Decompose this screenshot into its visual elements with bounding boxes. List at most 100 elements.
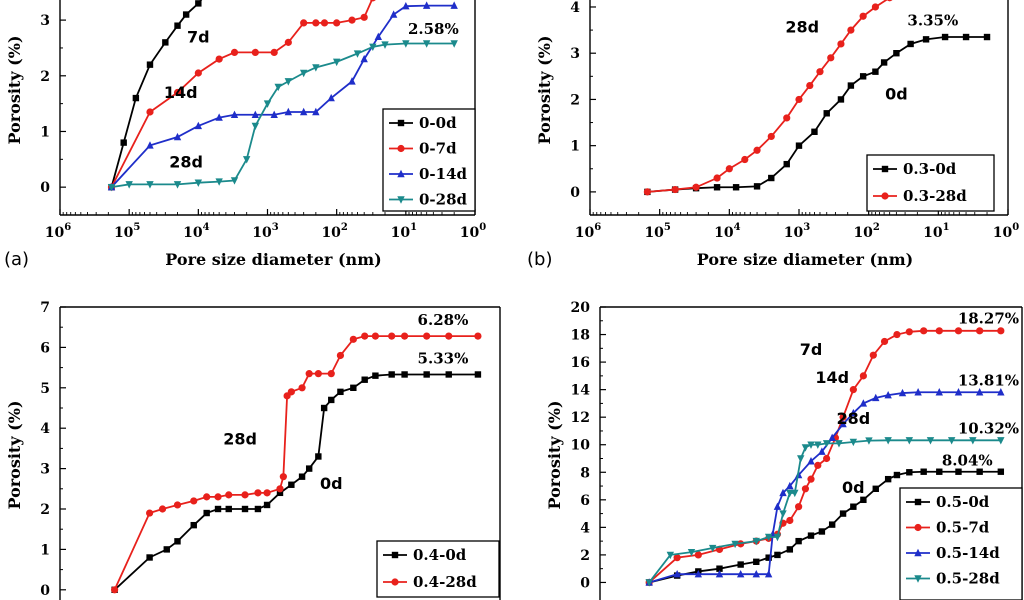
data-point-0.4-28d	[203, 493, 211, 501]
data-point-0.3-28d	[827, 54, 835, 62]
y-tick-label: 20	[571, 300, 591, 316]
legend: 0.5-0d 0.5-7d 0.5-14d 0.5-28d	[899, 487, 1023, 600]
data-point-0.4-28d	[305, 370, 313, 378]
x-tick-label: 105	[114, 222, 140, 241]
data-point-0.3-28d	[741, 155, 749, 164]
data-point-0.4-0d	[423, 371, 430, 378]
data-point-0.5-7d	[801, 485, 810, 493]
data-point-0.5-0d	[860, 496, 867, 504]
data-point-0.5-0d	[753, 558, 760, 565]
plot-area	[107, 0, 458, 192]
x-tick-label: 102	[321, 222, 347, 241]
data-point-0.3-0d	[859, 73, 867, 80]
data-point-0.5-7d	[976, 327, 984, 335]
annotation-label: 8.04%	[942, 451, 993, 469]
x-tick-label: 101	[923, 222, 949, 241]
data-point-0.5-28d	[865, 437, 873, 445]
annotation-label: 0d	[842, 478, 865, 497]
data-point-0.5-7d	[814, 461, 822, 469]
y-axis-title: Porosity (%)	[545, 400, 564, 509]
x-tick-label: 104	[714, 222, 740, 241]
x-tick-label: 101	[391, 222, 417, 241]
data-point-0.5-7d	[905, 328, 913, 336]
data-point-0-7d	[320, 19, 329, 27]
data-point-0-14d	[348, 77, 356, 85]
x-tick-label: 104	[183, 222, 209, 241]
data-point-0.4-28d	[287, 388, 295, 396]
data-point-0.5-14d	[773, 502, 782, 510]
y-tick-label: 6	[580, 493, 590, 509]
data-point-0-0d	[120, 139, 127, 146]
data-point-0.5-28d	[791, 489, 799, 498]
data-point-0.4-0d	[163, 546, 170, 553]
y-tick-label: 14	[571, 383, 591, 399]
data-point-0.3-0d	[753, 183, 761, 190]
y-tick-label: 3	[40, 462, 50, 478]
legend-marker	[391, 551, 399, 559]
data-point-0-28d	[173, 181, 182, 189]
y-axis-title: Porosity (%)	[5, 400, 24, 509]
y-tick-label: 0	[570, 185, 580, 201]
data-point-0-28d	[381, 41, 389, 49]
data-point-0.4-0d	[474, 371, 482, 378]
annotation-label: 6.28%	[418, 311, 469, 329]
x-tick-label: 100	[993, 222, 1019, 241]
data-point-0-0d	[132, 94, 140, 102]
data-point-0.5-0d	[955, 468, 962, 475]
data-point-0.4-28d	[225, 491, 233, 499]
data-point-0.3-28d	[816, 68, 824, 76]
data-point-0-7d	[333, 19, 341, 27]
data-point-0.5-7d	[795, 503, 803, 511]
x-axis-title: Pore size diameter (nm)	[697, 250, 913, 269]
data-point-0.5-7d	[997, 327, 1005, 335]
data-point-0-28d	[353, 50, 362, 58]
data-point-0.5-14d	[898, 388, 907, 397]
data-point-0.5-28d	[947, 437, 956, 445]
data-point-0-28d	[332, 58, 341, 67]
data-point-0.3-28d	[767, 132, 775, 141]
data-point-0.5-7d	[880, 337, 889, 346]
data-point-0-28d	[146, 181, 154, 189]
annotation-label: 3.35%	[907, 11, 958, 29]
chart-panel-b: 0 1 2 3 4 106 105 104 103 102 101 100 Pore size diam…	[527, 0, 1019, 270]
data-point-0-28d	[299, 69, 308, 78]
annotation-label: 28d	[223, 429, 257, 448]
data-point-0.5-28d	[969, 437, 977, 445]
data-point-0.4-28d	[276, 485, 284, 493]
data-point-0.5-28d	[666, 551, 675, 560]
data-point-0.3-0d	[768, 174, 775, 182]
data-point-0.3-28d	[692, 183, 700, 191]
data-point-0.4-0d	[225, 505, 232, 513]
data-point-0.4-0d	[254, 505, 262, 513]
y-tick-label: 1	[40, 124, 50, 140]
data-point-0-14d	[194, 121, 203, 130]
data-point-0.5-28d	[752, 537, 760, 546]
data-point-0.5-7d	[807, 475, 815, 483]
legend-marker	[391, 578, 399, 586]
data-point-0.4-0d	[241, 505, 249, 513]
annotation-label: 2.58%	[408, 20, 459, 38]
data-point-0.5-28d	[849, 438, 858, 447]
data-point-0.4-0d	[320, 404, 328, 412]
data-point-0.4-0d	[203, 509, 210, 517]
annotation-label: 10.32%	[958, 420, 1019, 438]
y-tick-label: 10	[571, 438, 591, 454]
plot-area	[643, 0, 991, 196]
y-tick-label: 3	[570, 46, 580, 62]
data-point-0.5-28d	[687, 548, 696, 557]
data-point-0.3-28d	[783, 114, 791, 122]
data-point-0.4-0d	[337, 388, 344, 396]
annotation-label: 28d	[785, 17, 819, 36]
data-point-0-28d	[230, 177, 239, 185]
y-tick-label: 16	[571, 355, 590, 371]
y-axis-title: Porosity (%)	[5, 35, 24, 144]
annotation-label: 7d	[800, 340, 823, 359]
data-point-0.4-28d	[336, 351, 345, 360]
data-point-0.5-0d	[906, 469, 913, 476]
legend-marker	[914, 575, 922, 583]
data-point-0-7d	[215, 55, 223, 63]
data-point-0.4-28d	[371, 332, 380, 340]
plot-area	[111, 332, 482, 594]
annotation-label: 7d	[187, 27, 210, 46]
data-point-0.4-0d	[276, 489, 284, 497]
